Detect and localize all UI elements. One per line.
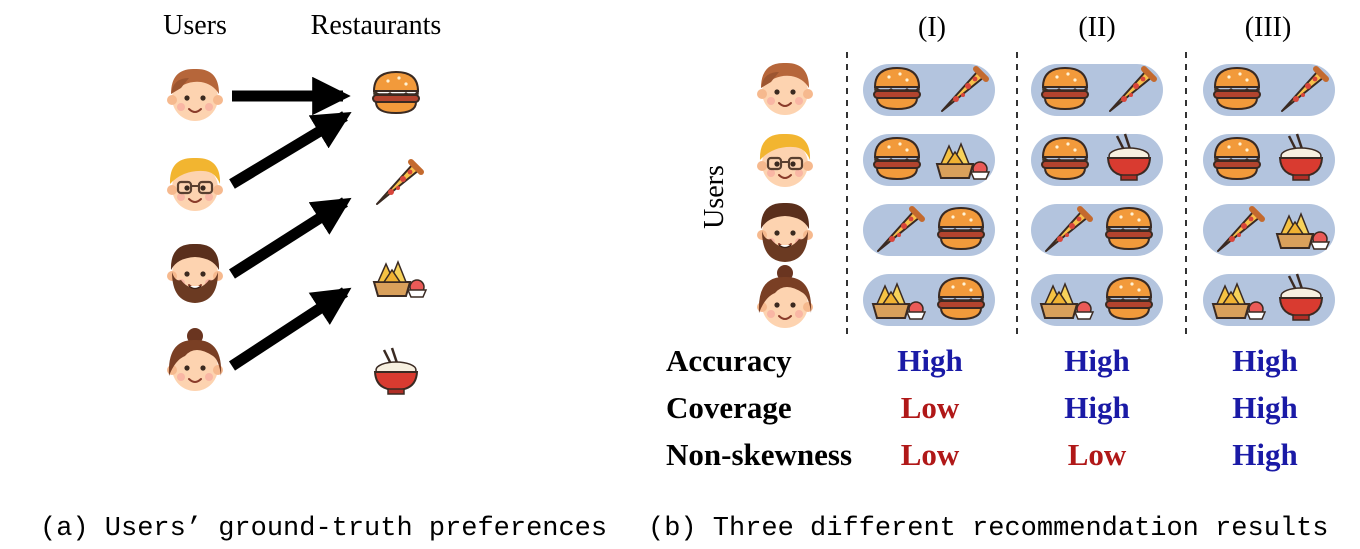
metric-values: High High High Low High High Low Low High xyxy=(897,343,1297,472)
metric-value: High xyxy=(1232,437,1297,472)
metrics-table: Accuracy Coverage Non-skewness High High H… xyxy=(666,343,1298,472)
metric-label-accuracy: Accuracy xyxy=(666,343,792,378)
recommendation-pill xyxy=(863,274,995,326)
metric-value: Low xyxy=(901,390,960,425)
user-brown-hair-icon xyxy=(757,63,813,115)
column-label-1: (I) xyxy=(918,12,946,43)
metric-label-non-skewness: Non-skewness xyxy=(666,437,852,472)
metric-value: Low xyxy=(901,437,960,472)
panel-b-users-label: Users xyxy=(699,165,730,229)
pizza-icon xyxy=(377,162,421,204)
column-label-2: (II) xyxy=(1078,12,1115,43)
user-blonde-glasses-icon xyxy=(167,158,223,211)
recommendation-pill xyxy=(1203,204,1335,256)
recommendation-pill xyxy=(1031,64,1163,116)
recommendation-grid xyxy=(863,64,1335,326)
arrow-user4-nachos xyxy=(228,287,352,371)
user-brown-hair-icon xyxy=(167,69,223,121)
arrow-user3-pizza xyxy=(229,197,352,279)
metric-value: High xyxy=(897,343,962,378)
panel-b-caption: (b) Three different recommendation resul… xyxy=(648,514,1329,544)
rice-bowl-icon xyxy=(373,346,419,396)
recommendation-pill xyxy=(1203,64,1335,116)
burger-icon xyxy=(372,71,420,114)
column-separators xyxy=(846,52,1187,340)
preference-arrows xyxy=(228,76,352,371)
panel-a-caption: (a) Users’ ground-truth preferences xyxy=(40,514,607,544)
panel-a-header-restaurants: Restaurants xyxy=(311,10,442,41)
user-bun-hair-icon xyxy=(167,328,223,391)
user-blonde-glasses-icon xyxy=(757,134,813,187)
recommendation-pill xyxy=(863,64,995,116)
panel-b-users xyxy=(757,63,813,328)
user-bun-hair-icon xyxy=(757,265,813,328)
metric-value: High xyxy=(1064,390,1129,425)
metric-value: High xyxy=(1232,390,1297,425)
metric-value: Low xyxy=(1068,437,1127,472)
panel-a-header-users: Users xyxy=(163,10,227,41)
recommendation-pill xyxy=(1031,132,1163,186)
user-bearded-icon xyxy=(757,203,813,262)
arrow-user2-burger xyxy=(229,111,352,189)
recommendation-pill xyxy=(1031,274,1163,326)
panel-a-restaurants xyxy=(372,71,427,396)
metric-label-coverage: Coverage xyxy=(666,390,792,425)
recommendation-pill xyxy=(1203,272,1335,326)
recommendation-pill xyxy=(863,134,995,186)
panel-a-users xyxy=(167,69,223,391)
column-label-3: (III) xyxy=(1245,12,1292,43)
nachos-icon xyxy=(373,261,427,298)
recommendation-pill xyxy=(863,204,995,256)
recommendation-pill xyxy=(1031,204,1163,256)
recommendation-pill xyxy=(1203,132,1335,186)
metric-value: High xyxy=(1064,343,1129,378)
user-bearded-icon xyxy=(167,244,223,303)
metric-value: High xyxy=(1232,343,1297,378)
